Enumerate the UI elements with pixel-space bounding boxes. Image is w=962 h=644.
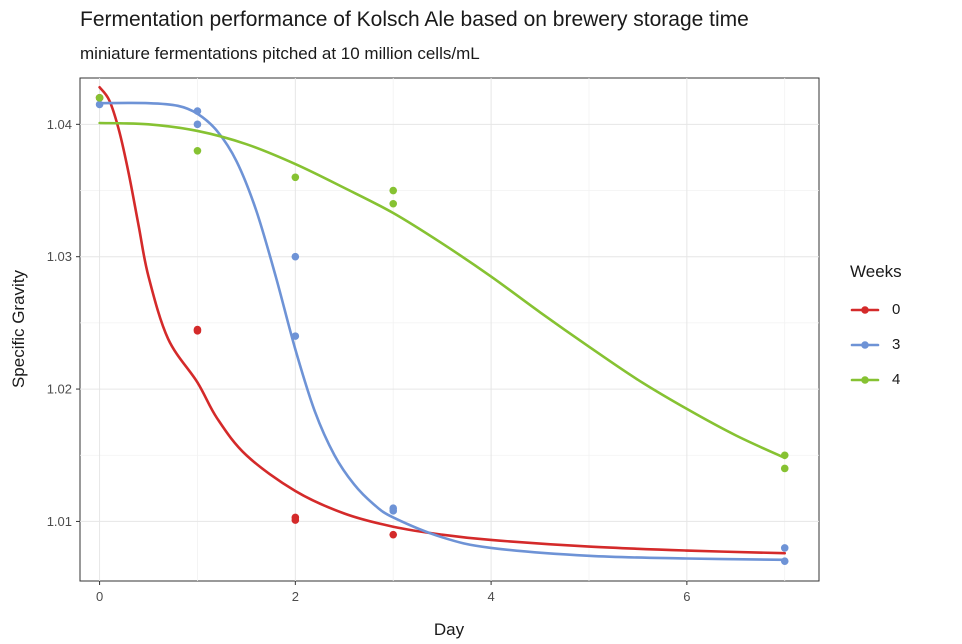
data-point-weeks-4 [780, 464, 789, 473]
y-tick-label: 1.02 [47, 382, 72, 397]
data-point-weeks-0 [389, 530, 398, 539]
x-tick-label: 6 [683, 589, 690, 604]
data-point-weeks-3 [95, 100, 104, 109]
grid-layer [80, 78, 819, 581]
legend-key-weeks-3 [850, 340, 880, 349]
y-tick-label: 1.01 [47, 514, 72, 529]
legend-item-weeks-0: 0 [850, 292, 902, 327]
point-layer [95, 94, 789, 565]
data-point-weeks-4 [389, 186, 398, 195]
chart-title: Fermentation performance of Kolsch Ale b… [80, 8, 749, 31]
x-tick-label: 0 [96, 589, 103, 604]
legend: Weeks 0 3 4 [850, 262, 902, 397]
data-point-weeks-4 [193, 147, 202, 155]
legend-item-weeks-4: 4 [850, 362, 902, 397]
x-tick-label: 2 [292, 589, 299, 604]
data-point-weeks-3 [291, 332, 300, 340]
y-tick-label: 1.04 [47, 117, 72, 132]
legend-label-weeks-3: 3 [892, 336, 901, 353]
legend-key-weeks-4 [850, 375, 880, 384]
data-point-weeks-3 [193, 120, 202, 129]
fit-line-weeks-0 [98, 85, 787, 555]
data-point-weeks-4 [95, 94, 104, 102]
y-tick-label: 1.03 [47, 249, 72, 264]
tick-layer: 0 2 4 6 1.01 1.02 1.03 1.04 [47, 117, 691, 604]
data-point-weeks-3 [389, 507, 398, 515]
legend-key-weeks-0 [850, 305, 880, 314]
data-point-weeks-4 [291, 173, 300, 182]
data-point-weeks-3 [780, 557, 789, 565]
data-point-weeks-0 [193, 327, 202, 335]
y-axis-title: Specific Gravity [9, 269, 28, 388]
plot-panel [79, 77, 820, 582]
data-point-weeks-0 [291, 516, 300, 524]
x-axis-title: Day [434, 620, 465, 639]
data-point-weeks-3 [780, 544, 789, 552]
legend-title: Weeks [850, 262, 902, 281]
x-tick-label: 4 [487, 589, 494, 604]
data-point-weeks-4 [389, 199, 398, 208]
data-point-weeks-4 [780, 451, 789, 460]
data-point-weeks-3 [193, 107, 202, 115]
fit-line-weeks-4 [98, 121, 787, 460]
chart-subtitle: miniature fermentations pitched at 10 mi… [80, 44, 480, 63]
legend-item-weeks-3: 3 [850, 327, 902, 362]
data-point-weeks-3 [291, 252, 300, 261]
legend-label-weeks-4: 4 [892, 371, 901, 388]
legend-label-weeks-0: 0 [892, 301, 901, 318]
